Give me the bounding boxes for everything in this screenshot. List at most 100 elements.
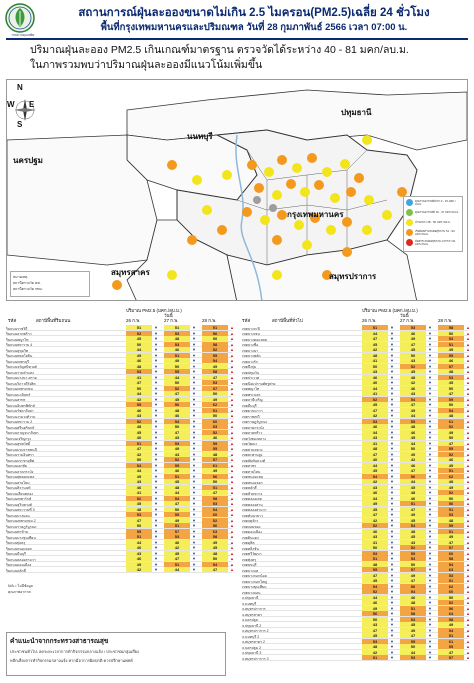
- trend-down-icon: ▼: [428, 583, 432, 589]
- pm25-value: 45: [400, 622, 426, 627]
- trend-down-icon: ▼: [192, 341, 196, 347]
- trend-down-icon: ▼: [428, 638, 432, 644]
- station-name: ริมถนนดอนเมือง: [6, 563, 32, 567]
- pm25-value: 47: [362, 512, 388, 517]
- pm25-value: 55: [438, 352, 464, 358]
- table-row: เขตทุ่งครุ 51 ▼ 53 ▼ 58 ▲: [242, 556, 470, 562]
- pm25-value: 50: [400, 561, 426, 567]
- station-name: เขตบางพลัด: [242, 354, 261, 358]
- station-name: เขตยานนาวา: [242, 409, 263, 413]
- trend-down-icon: ▼: [154, 457, 158, 463]
- trend-down-icon: ▼: [390, 341, 394, 347]
- station-name: ริมถนนจรัญสนิทวงศ์: [6, 365, 37, 369]
- trend-up-icon: ▲: [466, 611, 470, 617]
- station-name: เขตบึงกุ่ม: [242, 365, 257, 369]
- trend-down-icon: ▼: [192, 385, 196, 391]
- pm25-value: 47: [164, 429, 190, 435]
- trend-up-icon: ▲: [230, 512, 234, 518]
- table-row: ริมถนนประชาอุทิศ 50 ▼ 52 ▼ 57 ▲: [6, 457, 234, 463]
- trend-down-icon: ▼: [428, 484, 432, 490]
- table-row: เขตคลองสามวา 45 ▼ 47 ▼ 51 ▲: [242, 506, 470, 512]
- station-name: เขตบางเขน: [242, 332, 260, 336]
- table-row: เขตคลองสาน 49 ▼ 51 ▼ 56 ▲: [242, 501, 470, 507]
- pm25-value: 51: [362, 556, 388, 561]
- legend-item: คุณภาพอากาศดีมาก 0 - 15 มคก./ลบ.ม.: [406, 199, 460, 206]
- table-row: เขตดอนเมือง 46 ▼ 48 ▼ 51 ▲: [242, 528, 470, 534]
- pm25-value: 46: [400, 429, 426, 435]
- trend-down-icon: ▼: [154, 352, 158, 358]
- pm25-value: 51: [438, 633, 464, 638]
- pm25-value: 56: [202, 523, 228, 528]
- trend-down-icon: ▼: [192, 396, 196, 402]
- trend-down-icon: ▼: [192, 462, 196, 468]
- station-name: ริมถนนงามวงศ์วาน: [6, 414, 36, 419]
- pm25-map: N E W S ปทุมธานี นนทบุรี นครปฐม กรุงเทพม…: [6, 79, 468, 301]
- pm25-value: 58: [400, 611, 426, 616]
- trend-up-icon: ▲: [230, 528, 234, 534]
- pm25-value: 46: [164, 539, 190, 545]
- pm25-value: 41: [126, 490, 152, 495]
- trend-down-icon: ▼: [428, 506, 432, 512]
- pm25-value: 52: [438, 600, 464, 605]
- pm25-value: 44: [126, 468, 152, 473]
- pm25-value: 61: [202, 462, 228, 468]
- pm25-value: 54: [164, 418, 190, 424]
- pm25-value: 57: [202, 457, 228, 462]
- trend-up-icon: ▲: [466, 550, 470, 556]
- trend-down-icon: ▼: [192, 369, 196, 375]
- pm25-value: 50: [202, 391, 228, 396]
- station-name: เขตคลองสาน: [242, 502, 263, 507]
- trend-up-icon: ▲: [466, 534, 470, 540]
- pm25-value: 50: [202, 336, 228, 341]
- table-row: เขตคันนายาว 47 ▼ 49 ▼ 53 ▲: [242, 512, 470, 518]
- trend-down-icon: ▼: [428, 451, 432, 457]
- pm25-value: 44: [362, 495, 388, 501]
- trend-down-icon: ▼: [192, 501, 196, 507]
- station-name: เขตคันนายาว: [242, 513, 263, 518]
- pm25-value: 54: [400, 396, 426, 402]
- pm25-value: 42: [362, 479, 388, 484]
- table-row: เขตจตุจักร 42 ▼ 45 ▼ 48 ▲: [242, 517, 470, 523]
- table-row: ริมถนนสาทร 42 ▼ 45 ▼ 49 ▲: [6, 396, 234, 402]
- pm25-value: 48: [126, 506, 152, 512]
- station-name: เขตมีนบุรี: [242, 403, 257, 408]
- pm25-value: 44: [126, 347, 152, 352]
- pm25-value: 60: [202, 512, 228, 517]
- trend-up-icon: ▲: [230, 517, 234, 523]
- pm25-value: 49: [202, 396, 228, 402]
- trend-down-icon: ▼: [428, 347, 432, 353]
- table-row: ริมถนนสุขุมวิท 44 ▼ 46 ▼ 52 ▲: [6, 347, 234, 353]
- trend-up-icon: ▲: [466, 457, 470, 463]
- pm25-value: 44: [164, 374, 190, 380]
- trend-down-icon: ▼: [428, 369, 432, 375]
- trend-down-icon: ▼: [428, 479, 432, 485]
- pm25-value: 45: [126, 336, 152, 341]
- trend-down-icon: ▼: [154, 330, 158, 336]
- pm25-value: 46: [400, 385, 426, 391]
- pm25-value: 57: [438, 363, 464, 369]
- station-name: ริมถนนสุขสวัสดิ์: [6, 442, 31, 446]
- pm25-value: 54: [400, 523, 426, 528]
- table-row: เขตบางนา 42 ▼ 45 ▼ 49 ▲: [242, 347, 470, 353]
- trend-down-icon: ▼: [154, 517, 158, 523]
- pm25-value: 45: [164, 396, 190, 402]
- pm25-value: 44: [362, 594, 388, 600]
- trend-up-icon: ▲: [466, 539, 470, 545]
- station-name: ริมถนนวิภาวดีรังสิต: [6, 381, 36, 386]
- trend-down-icon: ▼: [390, 363, 394, 369]
- trend-down-icon: ▼: [390, 484, 394, 490]
- trend-down-icon: ▼: [428, 561, 432, 567]
- station-name: เขตพระนคร: [242, 392, 261, 397]
- station-name: จ.นนทบุรี 2: [242, 634, 260, 639]
- trend-down-icon: ▼: [428, 446, 432, 452]
- pm25-value: 51: [438, 341, 464, 347]
- pm25-value: 42: [362, 347, 388, 352]
- org-name: กรมควบคุมมลพิษ: [11, 33, 35, 37]
- trend-down-icon: ▼: [154, 347, 158, 353]
- pm25-value: 49: [400, 451, 426, 457]
- trend-down-icon: ▼: [154, 424, 158, 430]
- trend-down-icon: ▼: [192, 556, 196, 562]
- trend-up-icon: ▲: [466, 567, 470, 573]
- pm25-value: 42: [400, 380, 426, 385]
- pm25-value: 50: [126, 457, 152, 462]
